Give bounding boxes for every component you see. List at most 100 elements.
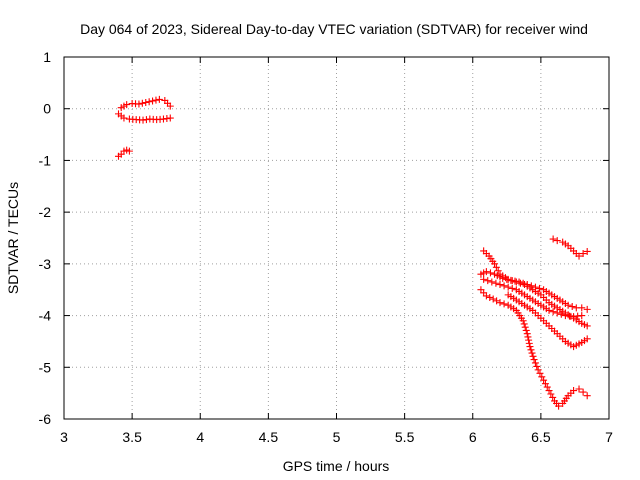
data-point: [507, 276, 515, 284]
data-point-interp: [511, 277, 519, 285]
data-point-interp: [508, 284, 516, 292]
x-tick-label: 3: [60, 429, 68, 445]
data-point: [553, 237, 561, 245]
data-point: [564, 301, 572, 309]
x-tick-label: 7: [605, 429, 613, 445]
data-point-interp: [525, 336, 533, 344]
x-tick-label: 6.5: [531, 429, 551, 445]
data-point-interp: [568, 303, 576, 311]
data-point-interp: [152, 96, 160, 104]
x-tick-label: 4: [196, 429, 204, 445]
data-point-interp: [557, 310, 565, 318]
data-point-interp: [536, 369, 544, 377]
x-tick-label: 4.5: [259, 429, 279, 445]
data-point-interp: [533, 362, 541, 370]
data-point: [123, 101, 131, 109]
data-point: [166, 102, 174, 110]
data-point-interp: [138, 99, 146, 107]
data-point: [549, 235, 557, 243]
data-point-interp: [549, 393, 557, 401]
data-point-interp: [500, 300, 508, 308]
data-point-interp: [541, 380, 549, 388]
data-point-interp: [503, 275, 511, 283]
data-point-interp: [536, 284, 544, 292]
data-point-interp: [145, 98, 153, 106]
data-point: [496, 281, 504, 289]
data-point: [575, 252, 583, 260]
data-point-interp: [547, 390, 555, 398]
x-axis-label: GPS time / hours: [283, 458, 390, 474]
data-point: [488, 278, 496, 286]
grid: [64, 57, 609, 419]
data-point-interp: [494, 267, 502, 275]
data-point: [531, 283, 539, 291]
x-axis-tick-labels: 3 3.5 4 4.5 5 5.5 6 6.5 7: [60, 429, 613, 445]
data-point-interp: [527, 282, 535, 290]
axis-ticks: [63, 56, 610, 420]
y-tick-label: 0: [43, 101, 51, 117]
data-point-interp: [549, 308, 557, 316]
data-point: [489, 295, 497, 303]
data-point: [583, 322, 591, 330]
data-point: [526, 343, 534, 351]
data-point-interp: [484, 277, 492, 285]
data-point: [504, 283, 512, 291]
data-point: [523, 330, 531, 338]
data-point-interp: [492, 263, 500, 271]
data-point-interp: [521, 323, 529, 331]
data-point: [530, 356, 538, 364]
data-point-interp: [525, 339, 533, 347]
data-point: [583, 392, 591, 400]
data-point: [125, 147, 133, 155]
y-axis-tick-labels: -6 -5 -4 -3 -2 -1 0 1: [39, 49, 52, 427]
data-point: [545, 387, 553, 395]
data-point: [149, 97, 157, 105]
y-tick-label: -6: [39, 411, 52, 427]
data-point: [482, 268, 490, 276]
data-point: [545, 306, 553, 314]
data-point: [578, 312, 586, 320]
data-points: [115, 95, 591, 410]
data-point: [570, 387, 578, 395]
data-point-interp: [492, 279, 500, 287]
data-point: [583, 247, 591, 255]
data-point: [166, 114, 174, 122]
data-point: [553, 309, 561, 317]
data-point: [499, 274, 507, 282]
data-point: [583, 305, 591, 313]
data-point-interp: [520, 320, 528, 328]
data-point: [575, 385, 583, 393]
data-point-interp: [500, 282, 508, 290]
data-point-interp: [527, 346, 535, 354]
data-point: [496, 299, 504, 307]
data-point: [515, 278, 523, 286]
data-point: [142, 99, 150, 107]
x-tick-label: 3.5: [122, 429, 142, 445]
y-tick-label: -5: [39, 359, 52, 375]
data-point: [155, 95, 163, 103]
data-point: [578, 304, 586, 312]
data-point-interp: [486, 293, 494, 301]
data-point-interp: [486, 269, 494, 277]
y-tick-label: -3: [39, 256, 52, 272]
x-tick-label: 5: [333, 429, 341, 445]
y-tick-label: -2: [39, 204, 52, 220]
y-tick-label: -4: [39, 308, 52, 324]
data-point-interp: [543, 383, 551, 391]
data-point: [579, 250, 587, 258]
y-tick-label: -1: [39, 152, 52, 168]
data-point-interp: [529, 352, 537, 360]
x-tick-label: 5.5: [395, 429, 415, 445]
data-point-interp: [528, 349, 536, 357]
data-point: [480, 275, 488, 283]
data-point: [555, 402, 563, 410]
y-tick-label: 1: [43, 49, 51, 65]
data-point: [519, 317, 527, 325]
data-point: [523, 281, 531, 289]
data-point-interp: [524, 333, 532, 341]
data-point: [579, 388, 587, 396]
y-axis-label: SDTVAR / TECUs: [5, 182, 21, 294]
data-point-interp: [531, 359, 539, 367]
data-point: [482, 292, 490, 300]
